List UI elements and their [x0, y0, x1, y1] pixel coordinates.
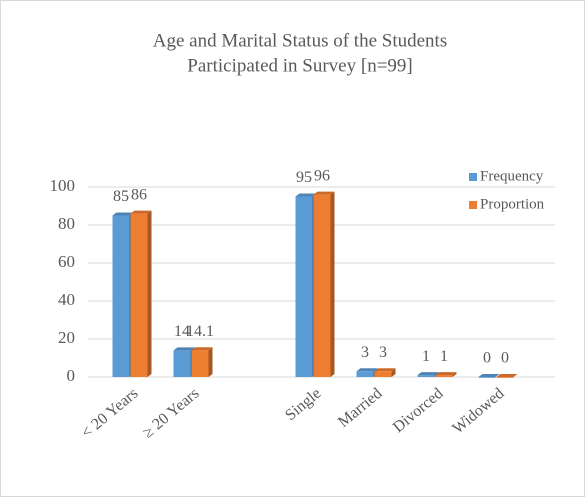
bar-front [356, 371, 374, 377]
bar-top [173, 347, 195, 351]
data-label: 86 [131, 186, 147, 203]
legend-label: Frequency [480, 168, 544, 184]
bar-top [435, 372, 457, 376]
legend-label: Proportion [480, 196, 545, 212]
bar-side [330, 191, 335, 377]
bar-front [313, 194, 331, 377]
data-label: 95 [296, 169, 312, 186]
data-label: 85 [113, 188, 129, 205]
bar-front [295, 196, 313, 377]
legend-swatch [469, 173, 477, 181]
data-label: 1 [440, 348, 448, 365]
bar-top [374, 368, 396, 372]
bar [417, 372, 439, 377]
data-label: 1 [422, 348, 430, 365]
bar-top [313, 191, 335, 195]
legend-swatch [469, 201, 477, 209]
data-label: 3 [379, 344, 387, 361]
bar-top [191, 347, 213, 351]
bar-front [112, 215, 130, 377]
data-label: 96 [314, 167, 330, 184]
bar [435, 372, 457, 377]
y-tick-label: 40 [58, 290, 75, 309]
bar-front [130, 213, 148, 377]
data-label: 3 [361, 344, 369, 361]
bar [374, 368, 396, 377]
bar-top [417, 372, 439, 376]
bar [130, 210, 152, 377]
bar-side [452, 372, 457, 377]
y-tick-label: 80 [58, 214, 75, 233]
bar [191, 347, 213, 377]
bar-front [417, 375, 435, 377]
bar-side [147, 210, 152, 377]
y-tick-label: 60 [58, 252, 75, 271]
bar [112, 212, 134, 377]
bar [478, 374, 500, 378]
data-label: 14 [174, 323, 190, 340]
bar-front [496, 377, 514, 378]
bar-side [208, 347, 213, 377]
bar [496, 374, 518, 378]
bar-top [496, 374, 518, 377]
bar-top [356, 368, 378, 372]
y-tick-label: 100 [50, 176, 76, 195]
bar-top [112, 212, 134, 216]
bar [295, 193, 317, 377]
bar [173, 347, 195, 377]
bar-top [478, 374, 500, 377]
bar-front [478, 377, 496, 378]
bar-side [391, 368, 396, 377]
data-label: 14.1 [186, 323, 214, 340]
chart-title: Participated in Survey [n=99] [187, 55, 412, 76]
bar [356, 368, 378, 377]
chart-title: Age and Marital Status of the Students [153, 30, 447, 51]
data-label: 0 [483, 350, 491, 367]
bar-front [173, 350, 191, 377]
bar-front [374, 371, 392, 377]
bar-front [191, 350, 209, 377]
data-label: 0 [501, 350, 509, 367]
bar-top [295, 193, 317, 197]
bar-front [435, 375, 453, 377]
bar-top [130, 210, 152, 214]
y-tick-label: 0 [67, 366, 76, 385]
bar [313, 191, 335, 377]
y-tick-label: 20 [58, 328, 75, 347]
